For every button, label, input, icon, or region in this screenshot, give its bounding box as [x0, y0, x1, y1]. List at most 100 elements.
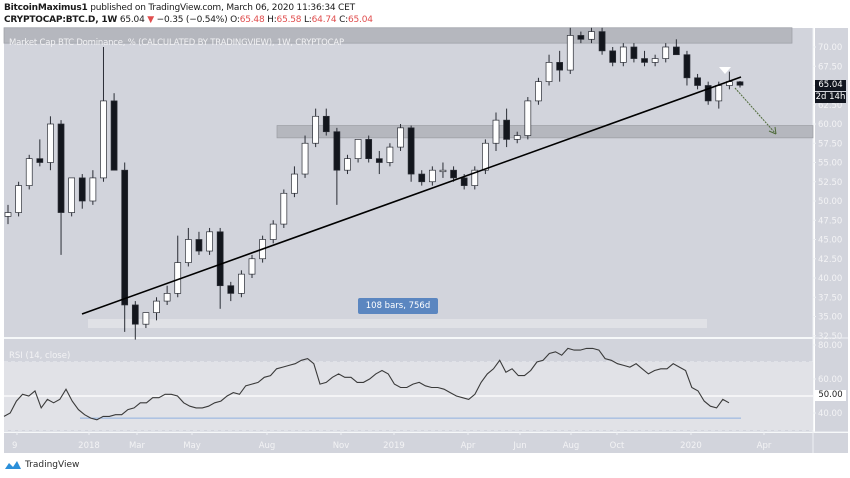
candle-body [269, 223, 277, 240]
rsi-pane-legend: RSI (14, close) [9, 351, 71, 361]
candle-body [195, 239, 203, 252]
publish-info: published on TradingView.com, March 06, … [87, 3, 355, 13]
candle-body [566, 35, 574, 71]
candle-body [397, 127, 404, 148]
candle-body [482, 142, 489, 171]
time-tick-label: Apr [757, 441, 772, 451]
candle-body [4, 212, 12, 217]
candle-body [153, 300, 160, 314]
price-tick-label: 52.50 [818, 178, 842, 188]
time-tick-label: 2018 [78, 441, 100, 451]
candle-body [216, 231, 224, 287]
candle-body [418, 173, 426, 183]
last-price: 65.04 [119, 15, 145, 25]
time-tick-label: Aug [563, 441, 580, 451]
candle-body [535, 81, 542, 102]
arrow-head-icon [768, 126, 777, 135]
candle-body [344, 158, 351, 171]
price-tick-label: 37.50 [818, 293, 842, 303]
candle-body [184, 239, 192, 263]
rsi-value-tag: 50.00 [815, 390, 846, 401]
candle-body [503, 119, 510, 140]
price-tick-label: 55.00 [818, 159, 842, 169]
candle-body [238, 273, 245, 294]
candle-body [57, 123, 65, 213]
date-range-measure-label[interactable]: 108 bars, 756d [358, 298, 438, 314]
candle-body [280, 192, 288, 225]
ohlc-open: 65.48 [239, 15, 265, 25]
price-tick-label: 62.50 [818, 101, 842, 111]
rsi-line [3, 347, 730, 421]
candle-body [131, 304, 139, 325]
candle-body [492, 119, 500, 144]
rsi-tick-label: 40.00 [818, 409, 842, 419]
main-pane-bg[interactable] [4, 28, 813, 337]
time-tick-label: Aug [259, 441, 276, 451]
price-change: −0.35 (−0.54%) [156, 15, 228, 25]
candle-body [163, 293, 171, 302]
time-tick-label: Jun [512, 441, 526, 451]
candle-body [312, 115, 320, 144]
projection-arrow[interactable] [734, 87, 777, 135]
price-tick-label: 40.00 [818, 274, 842, 284]
price-tick-label: 50.00 [818, 197, 842, 207]
candle-body [248, 258, 256, 275]
candle-body [672, 46, 680, 56]
price-tick-label: 57.50 [818, 139, 842, 149]
candle-body [471, 169, 479, 186]
candle-body [577, 35, 585, 40]
candle-body [354, 139, 362, 159]
trendline[interactable] [81, 76, 742, 315]
candle-body [227, 285, 235, 294]
price-tick-label: 67.50 [818, 62, 842, 72]
candle-body [641, 58, 648, 63]
main-pane-legend: Market Cap BTC Dominance, % (CALCULATED … [9, 38, 344, 48]
price-tick-label: 60.00 [818, 120, 842, 130]
symbol-line: CRYPTOCAP:BTC.D, 1W 65.04 ▼ −0.35 (−0.54… [4, 15, 373, 25]
price-tick-label: 32.50 [818, 332, 842, 342]
time-tick-label: Oct [610, 441, 625, 451]
time-tick-label: 2019 [383, 441, 405, 451]
ohlc-open-label: O: [230, 15, 240, 25]
candle-body [68, 177, 76, 213]
candle-body [598, 31, 606, 52]
candle-body [142, 312, 150, 325]
time-axis[interactable] [4, 433, 848, 453]
candle-body [333, 131, 341, 171]
candle-body [619, 46, 627, 63]
time-tick-label: Mar [129, 441, 146, 451]
candle-body [78, 177, 86, 202]
candle-body [460, 177, 468, 186]
price-tick-label: 45.00 [818, 236, 842, 246]
down-triangle-marker-icon[interactable] [719, 67, 731, 74]
author-name[interactable]: BitcoinMaximus1 [4, 3, 88, 13]
candle-body [588, 31, 595, 40]
price-tick-label: 47.50 [818, 216, 842, 226]
candle-body [683, 54, 691, 79]
candle-body [15, 185, 22, 213]
rsi-tick-label: 60.00 [818, 375, 842, 385]
candle-body [428, 169, 436, 183]
time-tick-label: 9 [12, 441, 17, 451]
tradingview-logo-icon [5, 461, 21, 469]
candle-body [89, 177, 97, 202]
candle-body [630, 46, 638, 59]
time-tick-label: 2020 [680, 441, 702, 451]
ohlc-close: 65.04 [348, 15, 373, 25]
candle-body [375, 158, 383, 163]
resistance-zone[interactable] [3, 27, 793, 44]
tradingview-brand[interactable]: TradingView [4, 460, 79, 470]
time-tick-label: May [183, 441, 201, 451]
ohlc-high-label: H: [267, 15, 277, 25]
candle-body [301, 142, 309, 175]
candle-body [386, 146, 394, 163]
price-tick-label: 42.50 [818, 255, 842, 265]
candle-body [513, 135, 521, 140]
candle-body [25, 158, 33, 186]
support-zone[interactable] [276, 125, 814, 139]
candle-body [100, 100, 107, 179]
ohlc-high: 65.58 [276, 15, 302, 25]
candle-body [715, 85, 723, 102]
